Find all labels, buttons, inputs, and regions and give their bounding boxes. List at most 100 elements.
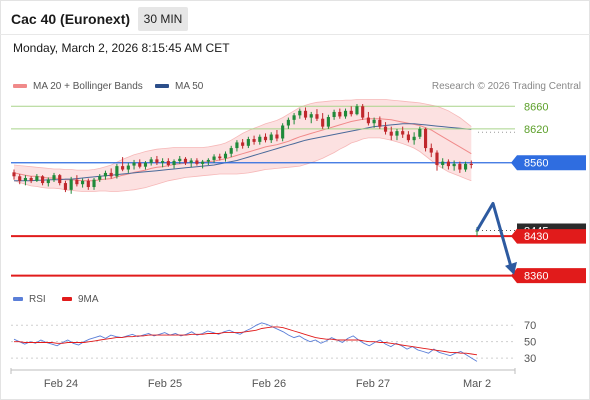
candle [389,126,393,141]
candle [303,107,308,120]
candle-body [389,131,393,136]
candle-body [309,114,313,118]
candle-body [383,126,388,132]
candle [286,117,290,129]
candle-body [115,166,119,177]
candle [18,174,22,185]
candle [441,158,445,169]
timeframe-button[interactable]: 30 MIN [138,7,188,31]
candle-body [446,161,450,167]
x-tick-label: Feb 24 [44,378,78,390]
candle [75,175,79,187]
candle-body [81,180,85,185]
candle-body [92,179,96,188]
candle [126,162,130,173]
candle-body [52,175,56,180]
candle [52,172,56,182]
bollinger-swatch [13,84,27,89]
candle [326,114,330,129]
legend-rsi-label: RSI [29,294,46,305]
candle-body [292,115,296,120]
rsi-tick-label: 30 [524,353,536,365]
candle [143,161,148,170]
legend-ma50-label: MA 50 [175,81,204,92]
candle-body [58,175,62,184]
candle-body [23,177,28,181]
candle [223,151,228,162]
candle-body [75,179,79,185]
candle [172,159,176,169]
candle-body [412,136,416,141]
candle-body [189,160,193,163]
candle [195,158,199,166]
ma50-swatch [155,84,169,89]
candle-body [121,166,125,170]
level-tag-8360 [511,268,586,284]
forecast-arrow-line [475,201,513,268]
candle-body [355,106,359,115]
candle-body [161,161,165,163]
bollinger-lower-line [13,137,472,192]
candle [321,113,325,129]
candle [435,150,439,171]
candle-body [263,136,268,141]
level-tag-overlay-8430 [517,229,586,244]
candle [338,108,342,119]
candle-body [366,117,370,124]
candle [121,157,125,172]
candle-body [281,125,285,139]
candle-body [149,159,153,163]
candle-body [321,118,325,127]
candle [63,180,68,193]
x-tick-label: Feb 25 [148,378,182,390]
candle [92,177,96,190]
candle-body [275,134,279,139]
ma50-line [14,123,472,182]
candle-body [109,172,113,177]
candle-body [423,128,428,149]
candle [361,104,365,120]
candle [458,161,462,173]
candle-body [378,119,382,127]
candle-body [303,110,308,118]
candle [103,170,108,180]
candle [298,108,302,119]
candle-body [435,152,439,166]
candle-body [172,161,176,166]
candle-body [315,114,319,119]
candle-body [86,180,90,188]
candle [155,155,159,166]
candle [349,106,353,117]
credit-text: Research © 2026 Trading Central [431,81,581,92]
legend-bollinger: MA 20 + Bollinger Bands [13,81,143,92]
candle [98,174,102,182]
candle [378,116,382,129]
candle [269,132,273,143]
candle [218,153,222,161]
candle-body [29,177,33,181]
candle-body [395,131,399,136]
candle [115,163,119,179]
candle-body [458,163,462,170]
candle [178,155,182,164]
candle-body [41,176,45,184]
candle [469,160,473,169]
legend-rsi-ma: 9MA [62,294,99,305]
candle [332,109,336,120]
candle [229,145,233,158]
candle-body [286,119,290,126]
candle-body [235,142,239,149]
rsi-ma-swatch [62,297,72,302]
candle [132,159,136,170]
level-label-8660: 8660 [524,101,548,113]
candle-body [269,134,273,141]
candle [161,158,165,168]
rsi-tick-label: 70 [524,320,536,332]
candle-body [212,156,216,160]
candle [201,159,205,169]
candle [383,122,388,135]
candle-body [63,183,68,190]
level-label-overlay-8430: 8430 [524,231,548,243]
candle [355,104,359,116]
